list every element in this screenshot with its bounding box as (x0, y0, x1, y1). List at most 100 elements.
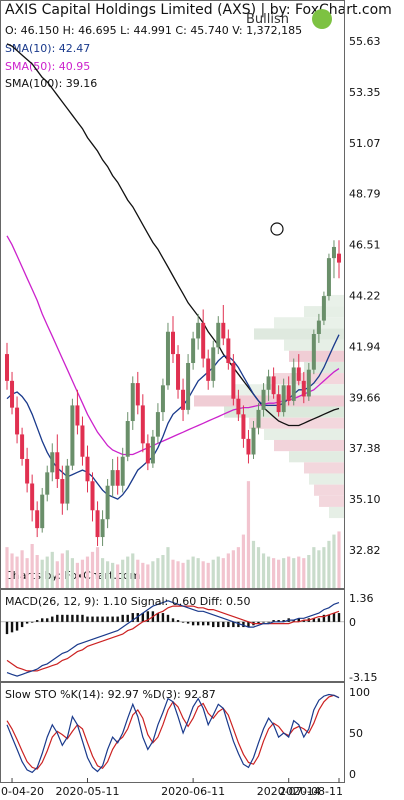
sto-label: Slow STO %K(14): 92.97 %D(3): 92.87 (5, 688, 216, 701)
candle-body (145, 443, 150, 464)
macd-histogram-bar (46, 618, 49, 622)
price-tick-label: 41.94 (349, 340, 381, 353)
macd-histogram-bar (10, 621, 14, 633)
volume-bar (292, 558, 296, 588)
macd-histogram-bar (76, 614, 79, 622)
macd-histogram-bar (282, 620, 285, 622)
volume-bar (111, 562, 115, 588)
macd-histogram-bar (51, 616, 54, 622)
candle-body (191, 338, 196, 364)
candle-body (221, 322, 226, 339)
volume-bar (201, 561, 205, 588)
volume-bar (241, 534, 246, 588)
macd-histogram-bar (15, 621, 19, 631)
macd-histogram-bar (35, 620, 39, 622)
macd-histogram-bar (71, 614, 74, 622)
macd-histogram-bar (242, 621, 245, 628)
candle-body (25, 458, 30, 484)
volume-bar (327, 540, 331, 588)
macd-histogram-bar (161, 613, 165, 622)
x-tick-label: 2020-07-14 (257, 785, 321, 798)
volume-profile-bar (329, 506, 344, 519)
volume-bar (332, 534, 336, 588)
candle-body (236, 398, 241, 415)
macd-histogram-bar (176, 620, 180, 622)
macd-histogram-bar (186, 621, 190, 624)
candle-body (15, 407, 20, 435)
macd-histogram-bar (322, 614, 326, 622)
price-tick-label: 32.82 (349, 544, 381, 557)
volume-bar (186, 559, 190, 588)
macd-histogram-bar (337, 613, 341, 622)
macd-histogram-bar (41, 618, 44, 622)
candle-body (171, 331, 175, 355)
macd-histogram-bar (302, 620, 305, 622)
volume-bar (322, 547, 326, 588)
candle-body (120, 456, 125, 486)
volume-bar (25, 558, 29, 588)
volume-bar (211, 559, 215, 588)
macd-histogram-bar (96, 616, 99, 622)
candle-body (196, 322, 201, 339)
macd-histogram-bar (196, 621, 200, 626)
volume-bar (161, 555, 165, 588)
volume-bar (35, 555, 39, 588)
volume-bar (90, 551, 95, 588)
macd-histogram-bar (20, 621, 24, 628)
macd-histogram-bar (317, 618, 321, 622)
volume-profile-bar (274, 317, 344, 329)
macd-histogram-bar (81, 614, 84, 622)
candle-body (226, 338, 231, 364)
macd-histogram-bar (91, 616, 94, 622)
price-tick-label: 35.10 (349, 493, 381, 506)
price-tick-label: 51.07 (349, 137, 381, 150)
volume-bar (10, 553, 14, 588)
price-tick-label: 39.66 (349, 391, 381, 404)
macd-panel-frame (0, 589, 345, 682)
volume-bar (126, 556, 130, 588)
macd-histogram-bar (327, 614, 331, 622)
candle-body (281, 385, 286, 413)
volume-bar (20, 550, 24, 588)
price-tick-label: 53.35 (349, 86, 381, 99)
macd-histogram-bar (116, 616, 119, 622)
macd-histogram-bar (61, 614, 64, 622)
candle-body (326, 258, 331, 297)
candle-body (165, 331, 170, 386)
candle-body (261, 389, 266, 410)
macd-histogram-bar (30, 621, 34, 623)
candlesticks (5, 240, 341, 546)
volume-profile-bar (289, 350, 344, 362)
macd-histogram-bar (272, 620, 275, 622)
macd-tick-label: 1.36 (349, 592, 374, 605)
candle-body (181, 389, 186, 410)
macd-histogram-bar (101, 616, 104, 622)
volume-bar (95, 547, 100, 588)
volume-bar (151, 561, 155, 588)
volume-bar (231, 550, 235, 588)
volume-bar (30, 544, 34, 588)
macd-histogram-bar (126, 614, 129, 622)
macd-histogram-bar (86, 616, 89, 622)
macd-histogram-bar (332, 613, 336, 622)
volume-bar (65, 550, 69, 588)
macd-histogram-bar (262, 621, 265, 623)
volume-bar (312, 547, 316, 588)
candle-body (140, 405, 145, 444)
macd-histogram-bar (5, 621, 9, 635)
price-tick-label: 48.79 (349, 188, 381, 201)
volume-bar (60, 553, 64, 588)
candle-body (246, 438, 251, 455)
macd-histogram-bar (56, 614, 59, 622)
candle-body (70, 405, 75, 466)
ohlc-readout: O: 46.150 H: 46.695 L: 44.991 C: 45.740 … (5, 24, 303, 37)
volume-bars (5, 481, 341, 588)
volume-bar (282, 558, 286, 588)
candle-body (321, 296, 326, 321)
macd-histogram-bar (146, 611, 150, 622)
volume-bar (216, 556, 220, 588)
legend-sma50: SMA(50): 40.95 (5, 60, 91, 73)
candle-body (311, 333, 316, 370)
volume-bar (302, 558, 306, 588)
volume-bar (141, 562, 145, 588)
